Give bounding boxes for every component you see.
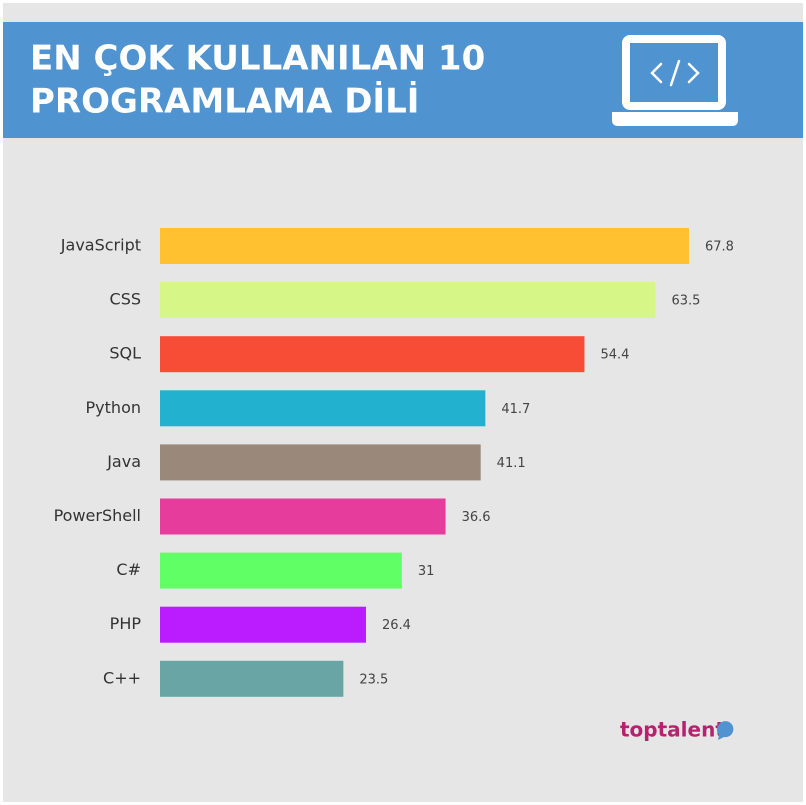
y-tick-label: C#	[116, 560, 141, 579]
y-tick-label: Java	[106, 452, 141, 471]
laptop-icon	[612, 35, 738, 126]
y-tick-label: Python	[86, 398, 141, 417]
y-tick-label: C++	[103, 668, 141, 687]
logo: toptalent	[620, 718, 725, 742]
bar	[160, 606, 366, 643]
chart-title: PROGRAMLAMA DİLİ	[30, 81, 419, 122]
logo-icon	[717, 721, 734, 740]
bar	[160, 228, 689, 264]
y-tick-label: JavaScript	[60, 236, 141, 255]
bar	[160, 552, 402, 589]
bar	[160, 660, 344, 697]
value-label: 54.4	[600, 348, 629, 363]
value-label: 41.1	[497, 456, 526, 471]
y-tick-label: PHP	[110, 614, 142, 633]
bar	[160, 282, 656, 319]
y-tick-label: SQL	[109, 344, 141, 363]
y-tick-label: PowerShell	[54, 506, 141, 525]
bar	[160, 390, 486, 427]
value-label: 36.6	[462, 510, 491, 525]
bar	[160, 444, 481, 481]
value-label: 67.8	[705, 240, 734, 255]
chart-title: EN ÇOK KULLANILAN 10	[30, 39, 485, 79]
value-label: 63.5	[671, 294, 700, 309]
bar	[160, 498, 446, 535]
value-label: 26.4	[382, 618, 411, 633]
value-label: 41.7	[501, 402, 530, 417]
value-label: 23.5	[359, 672, 388, 687]
value-label: 31	[418, 564, 435, 579]
bar	[160, 336, 585, 373]
y-tick-label: CSS	[110, 290, 141, 309]
